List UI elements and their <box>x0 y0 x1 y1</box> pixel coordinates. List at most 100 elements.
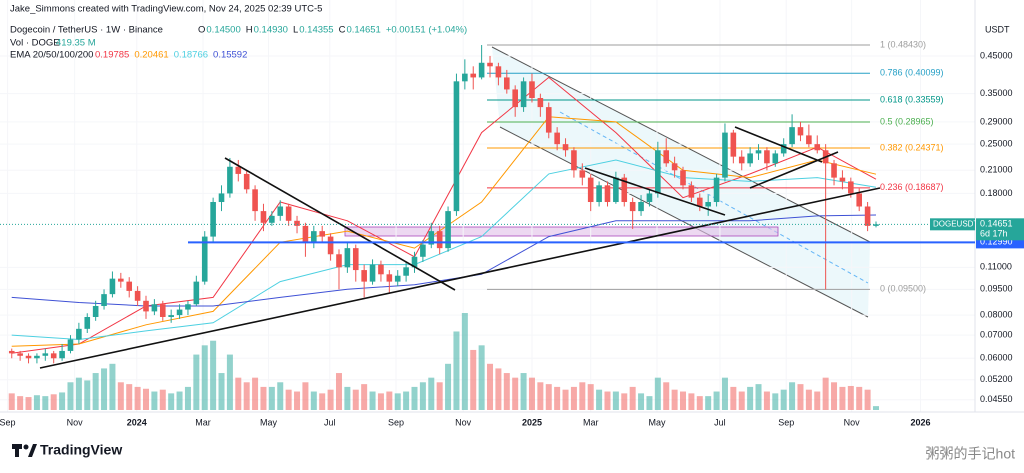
candle-body <box>218 193 225 203</box>
candle-body <box>848 181 854 194</box>
x-tick-label: Jul <box>714 417 726 427</box>
candle-body <box>185 304 191 310</box>
candle-body <box>453 81 460 212</box>
volume-bar <box>327 389 334 410</box>
candle-body <box>663 150 670 164</box>
volume-bar <box>495 368 502 410</box>
x-tick-label: 2024 <box>127 417 147 427</box>
y-tick-label: 0.35000 <box>980 88 1013 98</box>
volume-bar <box>176 391 183 410</box>
candle-body <box>478 62 485 78</box>
volume-bar <box>612 391 619 410</box>
candle-body <box>764 150 770 164</box>
volume-bar <box>680 391 687 410</box>
volume-bar <box>554 386 561 410</box>
candle-body <box>730 132 737 157</box>
candle-body <box>394 275 401 282</box>
candle-body <box>92 306 99 317</box>
candle-body <box>587 177 594 203</box>
price-line-label: 0.12990 <box>980 237 1013 247</box>
candle-body <box>285 206 292 221</box>
candle-body <box>227 166 233 194</box>
volume-bar <box>856 386 863 410</box>
ema-value: 0.19785 <box>95 50 129 61</box>
volume-bar <box>646 396 653 410</box>
volume-bar <box>411 386 418 410</box>
volume-bar <box>445 363 452 410</box>
volume-bar <box>570 386 577 410</box>
candle-body <box>789 127 795 145</box>
candle-body <box>59 350 65 359</box>
candle-body <box>780 144 787 154</box>
volume-bar <box>310 391 317 410</box>
volume-bar <box>344 386 351 410</box>
volume-bar <box>92 373 99 410</box>
candle-body <box>470 73 477 78</box>
candle-body <box>537 98 544 108</box>
volume-bar <box>109 363 116 410</box>
volume-bar <box>470 349 477 410</box>
candle-body <box>25 355 32 359</box>
volume-bar <box>537 382 544 410</box>
ohlc-text: 0.14355 <box>299 25 333 36</box>
candle-body <box>629 202 636 212</box>
volume-bar <box>243 382 250 410</box>
volume-bar <box>847 385 854 410</box>
candle-body <box>571 150 577 171</box>
candle-body <box>529 81 535 99</box>
volume-bar <box>218 373 225 410</box>
volume-bar <box>260 386 267 410</box>
candle-body <box>512 89 518 108</box>
volume-bar <box>545 384 552 410</box>
candle-body <box>411 256 418 268</box>
y-tick-label: 0.04550 <box>980 394 1013 404</box>
y-tick-label: 0.09500 <box>980 284 1013 294</box>
volume-bar <box>638 393 645 410</box>
candle-body <box>680 170 686 186</box>
volume-bar <box>285 389 292 410</box>
y-tick-label: 0.08000 <box>980 309 1013 319</box>
candle-body <box>655 150 661 194</box>
ema-value: 0.20461 <box>134 50 168 61</box>
candle-body <box>101 294 107 307</box>
fib-label: 0.5 (0.28965) <box>880 116 934 126</box>
volume-bar <box>168 393 175 410</box>
candle-body <box>428 231 435 245</box>
candle-body <box>722 132 728 178</box>
candle-body <box>873 224 879 226</box>
x-tick-label: May <box>648 417 666 427</box>
volume-bar <box>377 393 384 410</box>
trendline <box>749 151 839 189</box>
ohlc-text: 0.14651 <box>346 25 380 36</box>
volume-bar <box>772 393 779 410</box>
volume-bar <box>730 386 737 410</box>
fib-label: 0.382 (0.24371) <box>880 142 944 152</box>
logo: TradingView <box>12 442 122 458</box>
volume-bar <box>604 391 611 410</box>
candle-body <box>705 202 711 207</box>
volume-bar <box>654 377 661 410</box>
channel-lower <box>499 126 869 318</box>
volume-bar <box>487 363 494 410</box>
x-tick-label: Sep <box>778 417 794 427</box>
candle-body <box>671 163 678 171</box>
y-tick-label: 0.06000 <box>980 353 1013 363</box>
candle-body <box>638 202 644 212</box>
author-line: Jake_Simmons created with TradingView.co… <box>10 4 322 15</box>
candle-body <box>210 202 216 237</box>
volume-bar <box>579 382 586 410</box>
candle-body <box>352 248 359 271</box>
volume-bar <box>671 389 678 410</box>
last-price-tag <box>976 218 1024 241</box>
candle-body <box>126 281 133 291</box>
volume-bar <box>562 389 569 410</box>
candle-body <box>495 66 502 78</box>
candle-body <box>378 264 384 275</box>
trendline <box>584 167 726 216</box>
volume-bar <box>696 396 703 410</box>
candle-body <box>814 144 821 151</box>
volume-bar <box>721 377 728 410</box>
candle-body <box>646 193 653 203</box>
candle-body <box>579 170 586 178</box>
candle-body <box>76 328 82 340</box>
